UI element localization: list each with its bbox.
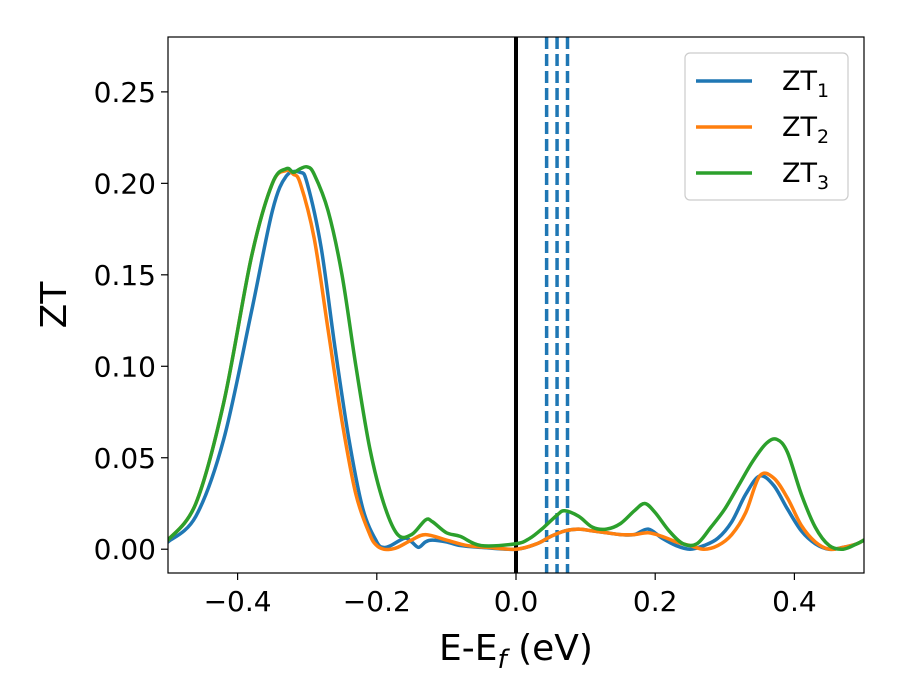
y-tick-label: 0.20 <box>94 167 156 200</box>
legend-label-1: ZT1 <box>782 66 829 102</box>
legend-box <box>684 52 849 201</box>
x-axis-ticks: −0.4 −0.2 0.0 0.2 0.4 <box>204 573 817 618</box>
legend-label-2: ZT2 <box>782 112 829 148</box>
x-axis-title-unit: (eV) <box>507 628 593 669</box>
series-line-2 <box>168 168 864 552</box>
x-axis-title: E-Ef (eV) <box>439 628 593 675</box>
y-tick-label: 0.10 <box>94 350 156 383</box>
y-tick-label: 0.00 <box>94 533 156 566</box>
series-lines <box>168 164 864 552</box>
vertical-reference-lines <box>514 37 570 573</box>
x-tick-label: 0.0 <box>494 585 539 618</box>
y-tick-label: 0.15 <box>94 259 156 292</box>
x-tick-label: 0.4 <box>772 585 817 618</box>
x-tick-label: −0.4 <box>204 585 272 618</box>
y-axis-title: ZT <box>34 281 75 329</box>
legend-label-subscript: 2 <box>817 126 829 148</box>
legend-label-subscript: 3 <box>817 172 829 194</box>
legend-label-3: ZT3 <box>782 158 829 194</box>
y-tick-label: 0.25 <box>94 76 156 109</box>
x-axis-title-main: E-E <box>439 628 497 669</box>
legend-label-main: ZT <box>782 158 817 189</box>
legend-label-main: ZT <box>782 66 817 97</box>
legend-label-main: ZT <box>782 112 817 143</box>
series-line-3 <box>168 164 864 552</box>
y-axis-ticks: 0.00 0.05 0.10 0.15 0.20 0.25 <box>94 76 168 566</box>
legend-label-subscript: 1 <box>817 80 829 102</box>
y-tick-label: 0.05 <box>94 442 156 475</box>
x-tick-label: −0.2 <box>343 585 411 618</box>
x-tick-label: 0.2 <box>633 585 678 618</box>
